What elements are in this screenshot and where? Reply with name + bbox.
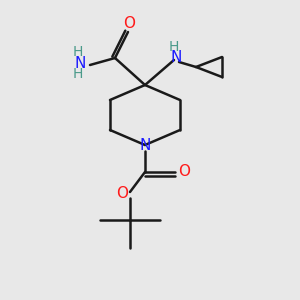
Text: H: H [73, 67, 83, 81]
Text: N: N [170, 50, 182, 65]
Text: H: H [73, 45, 83, 59]
Text: N: N [74, 56, 86, 70]
Text: O: O [123, 16, 135, 32]
Text: H: H [169, 40, 179, 54]
Text: O: O [178, 164, 190, 179]
Text: O: O [116, 187, 128, 202]
Text: N: N [139, 137, 151, 152]
